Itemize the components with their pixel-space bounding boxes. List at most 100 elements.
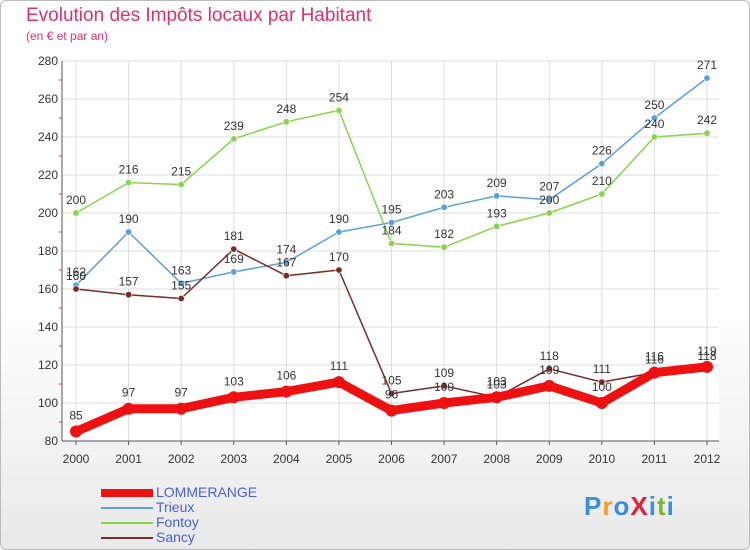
data-point-lommerange xyxy=(70,425,82,438)
x-tick-label: 2005 xyxy=(326,452,353,466)
data-label-fontoy: 242 xyxy=(697,113,717,127)
data-point-lommerange xyxy=(175,402,188,415)
data-point-sancy xyxy=(230,245,238,253)
data-label-sancy: 155 xyxy=(171,279,191,293)
data-label-sancy: 118 xyxy=(540,349,559,363)
data-label-fontoy: 200 xyxy=(539,193,559,207)
data-point-sancy xyxy=(335,266,343,274)
x-tick-label: 2004 xyxy=(273,452,300,466)
data-point-trieux xyxy=(230,268,238,276)
data-label-fontoy: 182 xyxy=(434,227,454,241)
data-label-sancy: 157 xyxy=(119,275,139,289)
chart-subtitle: (en € et par an) xyxy=(26,29,109,43)
x-tick-label: 2007 xyxy=(431,452,458,466)
y-tick-label: 80 xyxy=(45,434,59,448)
y-tick-label: 280 xyxy=(38,54,58,68)
legend-label: Trieux xyxy=(156,499,195,515)
data-point-lommerange xyxy=(227,391,240,404)
data-label-lommerange: 111 xyxy=(330,359,349,373)
data-point-lommerange xyxy=(332,376,345,389)
data-label-trieux: 203 xyxy=(434,187,454,201)
data-label-trieux: 271 xyxy=(697,58,717,72)
data-point-fontoy xyxy=(598,190,606,198)
y-tick-label: 140 xyxy=(38,320,58,334)
data-label-fontoy: 216 xyxy=(119,163,139,177)
y-tick-label: 180 xyxy=(38,244,58,258)
data-label-trieux: 209 xyxy=(487,176,507,190)
data-point-fontoy xyxy=(72,209,80,217)
data-label-sancy: 181 xyxy=(224,229,244,243)
data-label-trieux: 190 xyxy=(119,212,139,226)
data-label-trieux: 250 xyxy=(644,98,664,112)
legend-item-lommerange: LOMMERANGE xyxy=(101,485,257,500)
data-point-fontoy xyxy=(177,181,185,189)
data-label-fontoy: 248 xyxy=(276,102,296,116)
data-point-fontoy xyxy=(230,135,238,143)
data-label-lommerange: 97 xyxy=(122,386,136,400)
data-point-lommerange xyxy=(543,379,556,392)
data-point-fontoy xyxy=(282,118,290,126)
x-tick-label: 2002 xyxy=(168,452,195,466)
legend-swatch xyxy=(101,506,153,509)
data-point-fontoy xyxy=(387,239,395,247)
data-point-fontoy xyxy=(703,129,711,137)
data-point-trieux xyxy=(335,228,343,236)
legend-item-fontoy: Fontoy xyxy=(101,515,257,530)
data-label-fontoy: 210 xyxy=(592,174,612,188)
x-tick-label: 2003 xyxy=(220,452,247,466)
data-point-fontoy xyxy=(493,222,501,230)
data-point-fontoy xyxy=(545,209,553,217)
data-label-fontoy: 193 xyxy=(487,206,507,220)
data-point-sancy xyxy=(282,272,290,280)
data-label-lommerange: 109 xyxy=(539,363,559,377)
data-label-trieux: 195 xyxy=(381,203,401,217)
data-label-fontoy: 200 xyxy=(66,193,86,207)
data-point-lommerange xyxy=(122,402,135,415)
data-point-sancy xyxy=(440,382,448,390)
data-point-fontoy xyxy=(440,243,448,251)
data-label-sancy: 118 xyxy=(697,349,716,363)
data-point-lommerange xyxy=(595,397,608,409)
data-label-trieux: 163 xyxy=(171,263,191,277)
data-label-fontoy: 239 xyxy=(224,119,244,133)
data-point-lommerange xyxy=(280,385,293,398)
x-tick-label: 2001 xyxy=(115,452,142,466)
data-label-sancy: 111 xyxy=(593,362,612,376)
y-tick-label: 160 xyxy=(38,282,58,296)
data-label-sancy: 105 xyxy=(381,374,401,388)
data-point-sancy xyxy=(598,378,606,386)
x-tick-label: 2009 xyxy=(536,452,563,466)
data-label-trieux: 226 xyxy=(592,144,612,158)
data-point-trieux xyxy=(177,279,185,287)
data-label-sancy: 160 xyxy=(66,269,86,283)
data-label-lommerange: 106 xyxy=(276,369,296,383)
data-point-sancy xyxy=(387,389,395,397)
data-point-lommerange xyxy=(701,360,713,373)
data-point-sancy xyxy=(72,285,80,293)
data-label-lommerange: 100 xyxy=(434,380,454,394)
data-label-sancy: 167 xyxy=(276,256,296,270)
legend-label: LOMMERANGE xyxy=(156,484,258,500)
y-tick-label: 120 xyxy=(38,358,58,372)
data-point-lommerange xyxy=(490,391,503,404)
data-label-trieux: 169 xyxy=(224,252,244,266)
chart-title: Evolution des Impôts locaux par Habitant xyxy=(26,5,372,26)
data-point-trieux xyxy=(545,196,553,204)
data-point-trieux xyxy=(387,219,395,227)
data-label-trieux: 207 xyxy=(539,180,559,194)
data-point-lommerange xyxy=(385,404,398,417)
data-label-fontoy: 254 xyxy=(329,90,349,104)
data-label-sancy: 116 xyxy=(645,353,664,367)
data-point-lommerange xyxy=(438,397,451,409)
x-tick-label: 2011 xyxy=(642,452,668,466)
data-label-fontoy: 184 xyxy=(381,223,401,237)
data-label-lommerange: 85 xyxy=(69,409,83,423)
x-tick-label: 2006 xyxy=(378,452,405,466)
y-tick-label: 220 xyxy=(38,168,58,182)
legend: LOMMERANGE Trieux Fontoy Sancy xyxy=(101,485,257,545)
data-label-sancy: 109 xyxy=(434,366,454,380)
legend-label: Fontoy xyxy=(156,514,199,530)
y-tick-label: 200 xyxy=(38,206,58,220)
